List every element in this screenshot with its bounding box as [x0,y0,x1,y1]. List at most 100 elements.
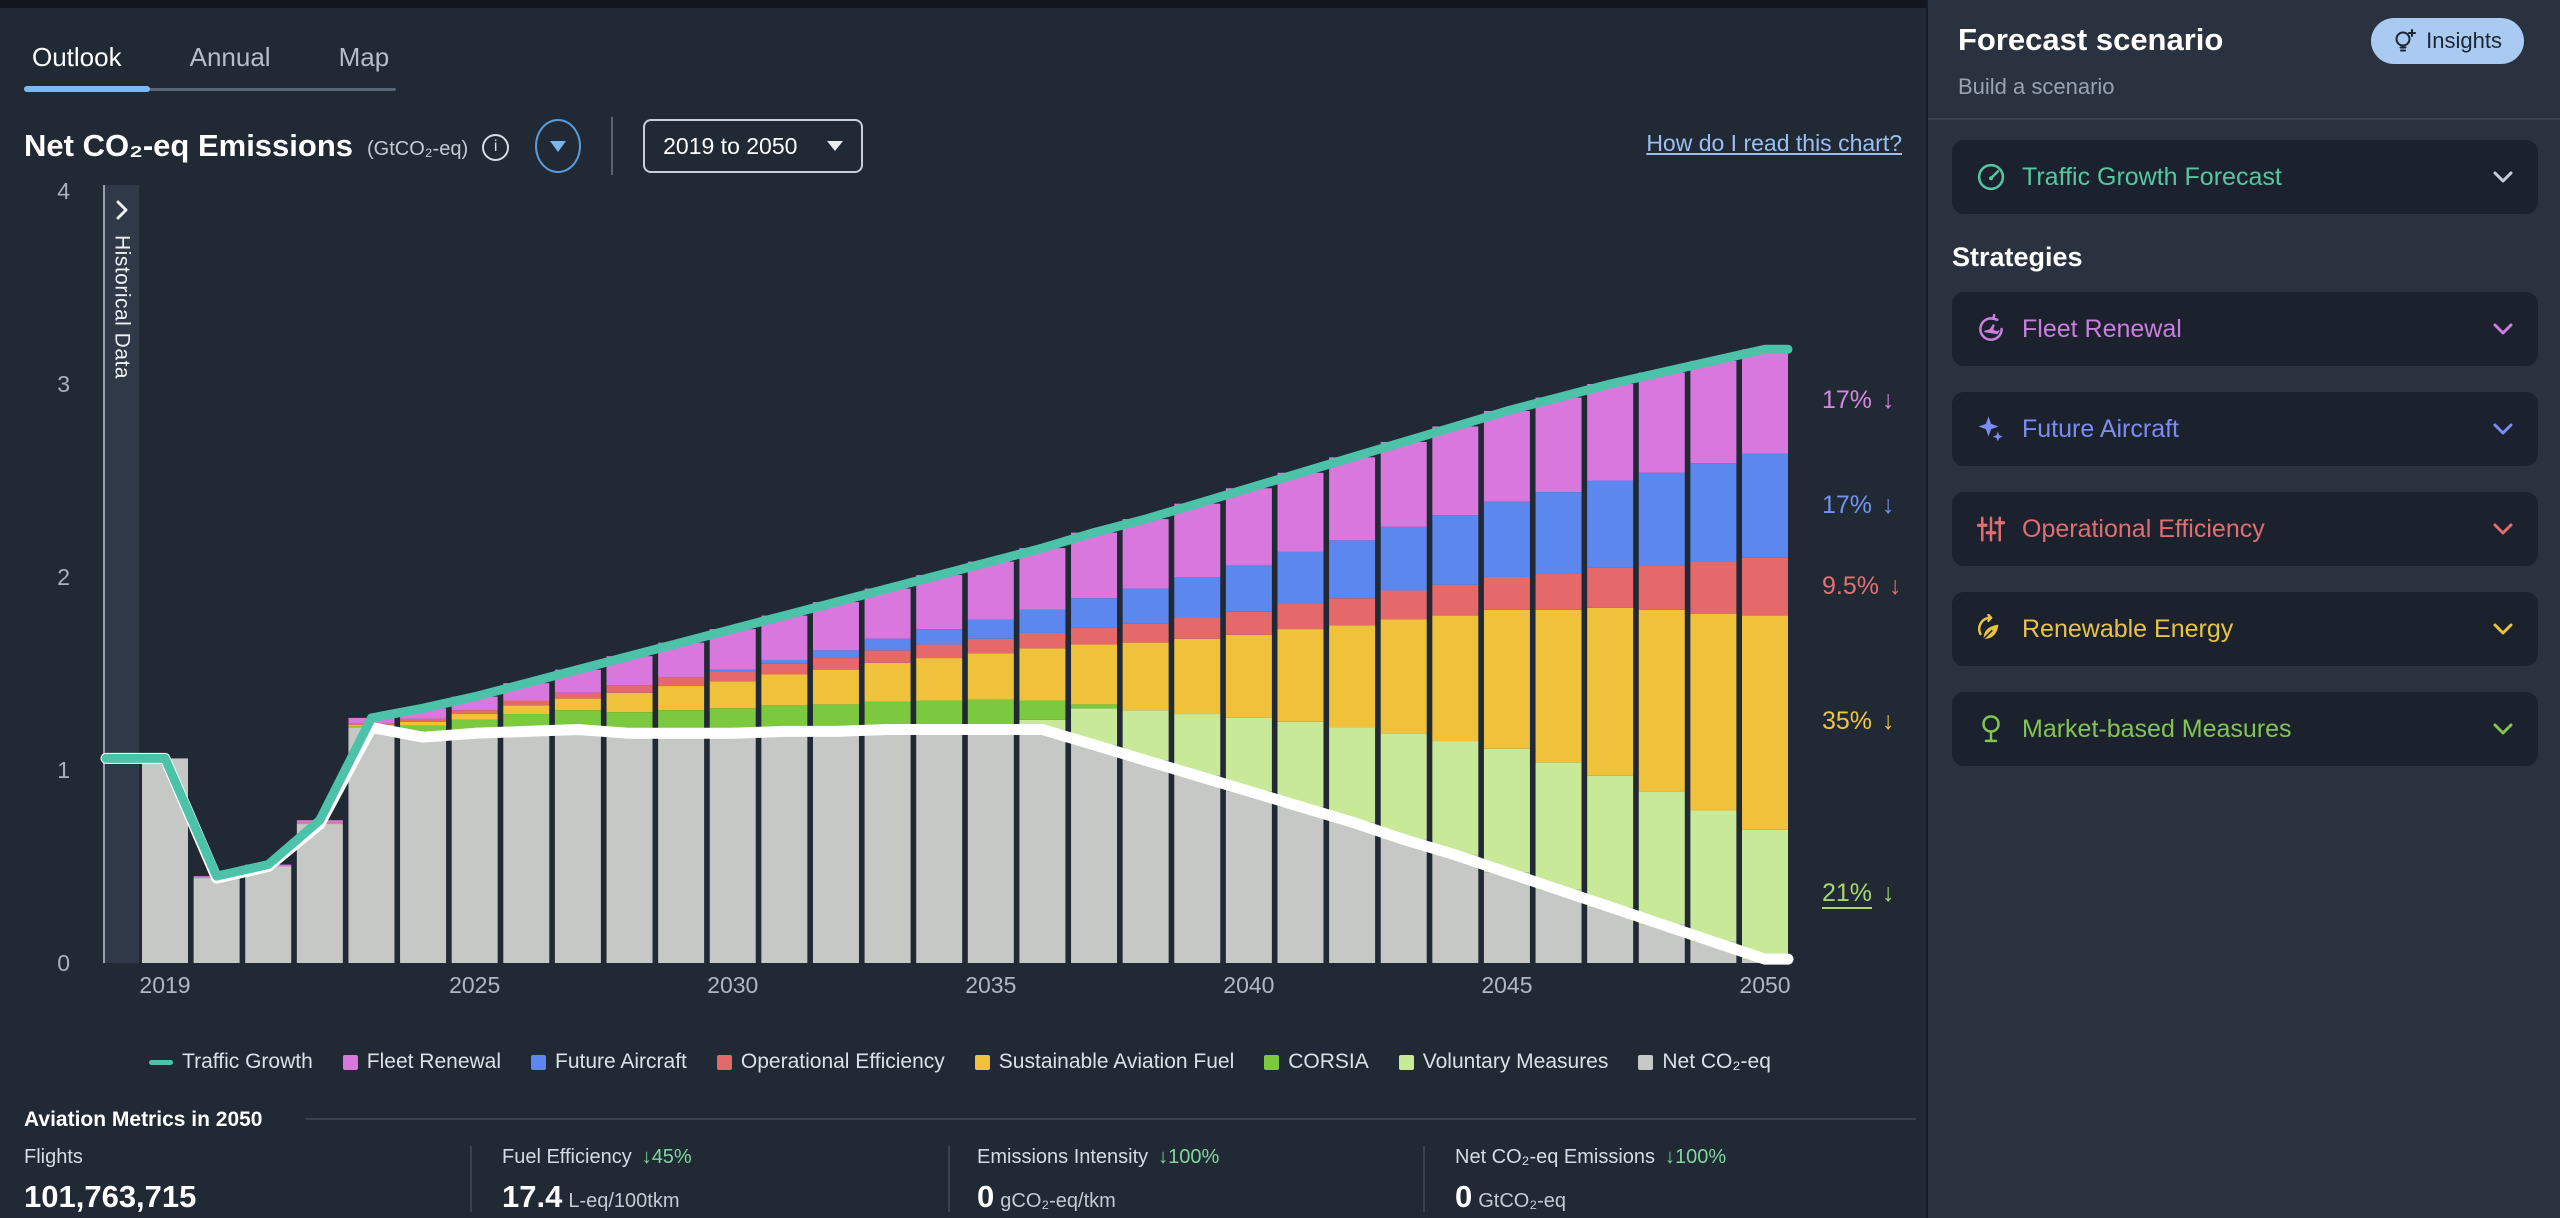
segment-future-aircraft[interactable] [709,669,756,672]
segment-corsia[interactable] [1019,700,1066,720]
segment-voluntary-measures[interactable] [1432,741,1479,855]
segment-future-aircraft[interactable] [1638,472,1685,566]
bar-2038[interactable] [1122,519,1169,963]
segment-future-aircraft[interactable] [916,629,963,645]
segment-operational-efficiency[interactable] [812,658,859,670]
segment-net-co₂-eq[interactable] [606,733,653,963]
bar-2029[interactable] [658,642,705,963]
segment-operational-efficiency[interactable] [451,710,498,715]
bar-2024[interactable] [400,708,447,963]
insights-button[interactable]: Insights [2371,18,2524,64]
bar-2033[interactable] [864,588,911,963]
reduction-label[interactable]: 21% ↓ [1822,878,1895,909]
segment-operational-efficiency[interactable] [1535,573,1582,610]
segment-net-co₂-eq[interactable] [812,731,859,963]
card-future-aircraft[interactable]: Future Aircraft [1952,392,2538,466]
segment-future-aircraft[interactable] [1174,577,1221,618]
segment-sustainable-aviation-fuel[interactable] [1019,648,1066,701]
segment-net-co₂-eq[interactable] [400,737,447,963]
segment-sustainable-aviation-fuel[interactable] [1483,609,1530,749]
bar-2042[interactable] [1329,457,1376,963]
segment-net-co₂-eq[interactable] [761,731,808,963]
bar-2045[interactable] [1483,411,1530,963]
segment-sustainable-aviation-fuel[interactable] [1587,607,1634,776]
segment-fleet-renewal[interactable] [1019,548,1066,610]
historical-data-drawer[interactable]: Historical Data [104,185,139,963]
segment-future-aircraft[interactable] [967,619,1014,639]
bar-2041[interactable] [1277,472,1324,963]
segment-future-aircraft[interactable] [1535,492,1582,574]
bar-2036[interactable] [1019,548,1066,963]
segment-operational-efficiency[interactable] [1483,577,1530,610]
segment-net-co₂-eq[interactable] [193,878,240,963]
bar-2031[interactable] [761,615,808,963]
segment-operational-efficiency[interactable] [554,692,601,699]
segment-operational-efficiency[interactable] [1071,627,1118,645]
bar-2020[interactable] [193,876,240,963]
bar-2046[interactable] [1535,397,1582,963]
segment-fleet-renewal[interactable] [1483,411,1530,502]
segment-operational-efficiency[interactable] [1019,632,1066,649]
segment-sustainable-aviation-fuel[interactable] [709,681,756,709]
segment-operational-efficiency[interactable] [1638,565,1685,610]
segment-sustainable-aviation-fuel[interactable] [1329,625,1376,728]
segment-corsia[interactable] [400,725,447,738]
segment-net-co₂-eq[interactable] [296,824,343,963]
segment-sustainable-aviation-fuel[interactable] [1277,629,1324,722]
card-fleet-renewal[interactable]: Fleet Renewal [1952,292,2538,366]
segment-sustainable-aviation-fuel[interactable] [1380,619,1427,734]
segment-sustainable-aviation-fuel[interactable] [1742,615,1789,830]
segment-operational-efficiency[interactable] [1277,604,1324,630]
segment-future-aircraft[interactable] [1380,526,1427,591]
segment-voluntary-measures[interactable] [1277,721,1324,807]
segment-net-co₂-eq[interactable] [658,733,705,963]
segment-fleet-renewal[interactable] [1122,519,1169,589]
segment-future-aircraft[interactable] [761,659,808,664]
segment-sustainable-aviation-fuel[interactable] [1174,638,1221,715]
segment-sustainable-aviation-fuel[interactable] [916,658,963,701]
bar-2028[interactable] [606,656,653,963]
segment-net-co₂-eq[interactable] [1071,744,1118,963]
segment-operational-efficiency[interactable] [606,685,653,693]
info-icon[interactable]: i [482,133,510,161]
segment-sustainable-aviation-fuel[interactable] [864,662,911,702]
segment-future-aircraft[interactable] [1277,551,1324,605]
segment-fleet-renewal[interactable] [1329,457,1376,541]
legend-item[interactable]: CORSIA [1264,1050,1369,1074]
segment-future-aircraft[interactable] [1587,480,1634,568]
segment-sustainable-aviation-fuel[interactable] [503,705,550,715]
legend-item[interactable]: Net CO₂-eq [1638,1050,1771,1074]
segment-fleet-renewal[interactable] [400,708,447,719]
segment-fleet-renewal[interactable] [1587,384,1634,481]
segment-fleet-renewal[interactable] [1535,397,1582,493]
bar-2022[interactable] [296,820,343,963]
segment-sustainable-aviation-fuel[interactable] [1071,644,1118,705]
legend-item[interactable]: Voluntary Measures [1398,1050,1608,1074]
segment-fleet-renewal[interactable] [916,575,963,630]
segment-net-co₂-eq[interactable] [1329,822,1376,963]
bar-2047[interactable] [1587,384,1634,963]
segment-sustainable-aviation-fuel[interactable] [967,653,1014,700]
segment-fleet-renewal[interactable] [1432,426,1479,516]
segment-voluntary-measures[interactable] [1638,791,1685,925]
card-renewable-energy[interactable]: Renewable Energy [1952,592,2538,666]
segment-fleet-renewal[interactable] [1071,532,1118,599]
segment-voluntary-measures[interactable] [1587,775,1634,908]
card-traffic-growth-forecast[interactable]: Traffic Growth Forecast [1952,140,2538,214]
bar-2034[interactable] [916,575,963,963]
segment-sustainable-aviation-fuel[interactable] [1638,609,1685,792]
legend-item[interactable]: Sustainable Aviation Fuel [974,1050,1234,1074]
segment-sustainable-aviation-fuel[interactable] [400,721,447,726]
segment-sustainable-aviation-fuel[interactable] [554,698,601,711]
segment-sustainable-aviation-fuel[interactable] [451,714,498,720]
bar-2049[interactable] [1690,360,1737,963]
segment-operational-efficiency[interactable] [1690,561,1737,614]
segment-voluntary-measures[interactable] [1742,829,1789,960]
segment-net-co₂-eq[interactable] [916,729,963,963]
bar-2048[interactable] [1638,372,1685,963]
bar-2037[interactable] [1071,532,1118,963]
segment-fleet-renewal[interactable] [967,561,1014,620]
segment-net-co₂-eq[interactable] [1535,889,1582,963]
segment-voluntary-measures[interactable] [1535,762,1582,890]
tab-map[interactable]: Map [338,42,390,72]
